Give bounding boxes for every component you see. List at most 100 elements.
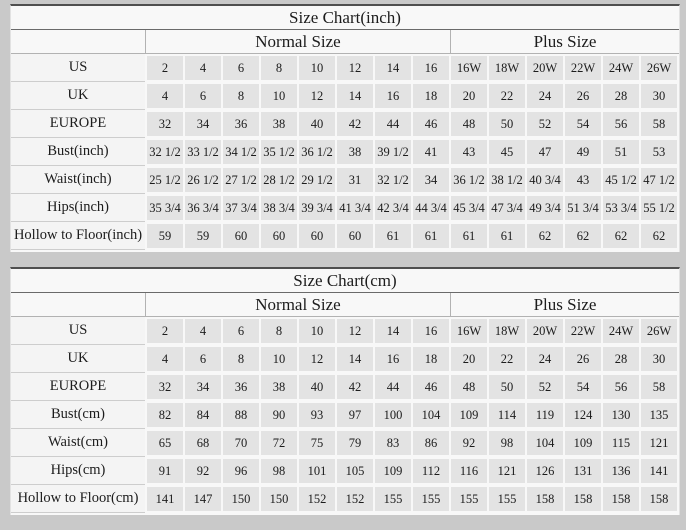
row-cells: 35 3/4 36 3/4 37 3/4 38 3/4 39 3/4 41 3/4 42 3… — [145, 194, 679, 222]
size-cell: 25 1/2 — [147, 168, 183, 192]
table-row: US 2 4 6 8 10 12 14 16 16W 18W 20W 22W 24W 26W — [11, 317, 679, 345]
size-cell: 92 — [185, 459, 221, 483]
row-cells: 65 68 70 72 75 79 83 86 92 98 104 109 115 121 — [145, 429, 679, 457]
size-cell: 41 3/4 — [337, 196, 373, 220]
size-cell: 31 — [337, 168, 373, 192]
size-cell: 100 — [375, 403, 411, 427]
size-cell: 135 — [641, 403, 677, 427]
table-row: UK 4 6 8 10 12 14 16 18 20 22 24 26 28 30 — [11, 82, 679, 110]
table-row: EUROPE 32 34 36 38 40 42 44 46 48 50 52 54 56 58 — [11, 110, 679, 138]
size-cell: 12 — [337, 319, 373, 343]
size-cell: 26W — [641, 319, 677, 343]
size-cell: 52 — [527, 112, 563, 136]
column-group-normal-size: Normal Size — [145, 293, 450, 316]
size-cell: 20 — [451, 347, 487, 371]
table-row: EUROPE 32 34 36 38 40 42 44 46 48 50 52 54 56 58 — [11, 373, 679, 401]
row-cells: 59 59 60 60 60 60 61 61 61 61 62 62 62 62 — [145, 222, 679, 250]
size-cell: 61 — [489, 224, 525, 248]
size-cell: 105 — [337, 459, 373, 483]
size-cell: 131 — [565, 459, 601, 483]
size-cell: 121 — [489, 459, 525, 483]
size-cell: 16 — [375, 347, 411, 371]
row-label: EUROPE — [11, 373, 145, 401]
size-cell: 6 — [185, 347, 221, 371]
size-cell: 45 — [489, 140, 525, 164]
size-cell: 98 — [261, 459, 297, 483]
size-cell: 47 — [527, 140, 563, 164]
size-cell: 41 — [413, 140, 449, 164]
row-label: US — [11, 317, 145, 345]
size-cell: 62 — [603, 224, 639, 248]
size-cell: 34 — [413, 168, 449, 192]
size-cell: 82 — [147, 403, 183, 427]
size-cell: 10 — [261, 84, 297, 108]
table-title-inch: Size Chart(inch) — [11, 6, 679, 30]
size-cell: 96 — [223, 459, 259, 483]
row-label: Waist(inch) — [11, 166, 145, 194]
size-cell: 104 — [413, 403, 449, 427]
size-cell: 56 — [603, 375, 639, 399]
size-cell: 158 — [603, 487, 639, 511]
size-cell: 101 — [299, 459, 335, 483]
table-body: US 2 4 6 8 10 12 14 16 16W 18W 20W 22W 24W 26W UK 4 6 8 10 1… — [11, 54, 679, 250]
size-cell: 38 3/4 — [261, 196, 297, 220]
size-cell: 126 — [527, 459, 563, 483]
size-cell: 61 — [375, 224, 411, 248]
size-cell: 30 — [641, 84, 677, 108]
size-cell: 79 — [337, 431, 373, 455]
size-cell: 16 — [375, 84, 411, 108]
size-cell: 88 — [223, 403, 259, 427]
size-cell: 29 1/2 — [299, 168, 335, 192]
size-cell: 22 — [489, 84, 525, 108]
size-cell: 54 — [565, 375, 601, 399]
row-cells: 2 4 6 8 10 12 14 16 16W 18W 20W 22W 24W 26W — [145, 317, 679, 345]
size-cell: 36 1/2 — [299, 140, 335, 164]
size-cell: 24 — [527, 84, 563, 108]
size-cell: 56 — [603, 112, 639, 136]
row-label: Hollow to Floor(cm) — [11, 485, 145, 513]
size-cell: 44 3/4 — [413, 196, 449, 220]
size-cell: 47 3/4 — [489, 196, 525, 220]
size-cell: 40 — [299, 112, 335, 136]
corner-cell — [11, 293, 145, 316]
size-cell: 84 — [185, 403, 221, 427]
size-cell: 147 — [185, 487, 221, 511]
table-row: Hollow to Floor(inch) 59 59 60 60 60 60 61 61 61 6… — [11, 222, 679, 250]
size-cell: 58 — [641, 375, 677, 399]
table-row: Bust(cm) 82 84 88 90 93 97 100 104 109 114 119 124 13… — [11, 401, 679, 429]
size-cell: 36 3/4 — [185, 196, 221, 220]
size-cell: 18 — [413, 347, 449, 371]
size-cell: 8 — [223, 347, 259, 371]
size-cell: 46 — [413, 375, 449, 399]
size-cell: 16W — [451, 319, 487, 343]
size-cell: 22 — [489, 347, 525, 371]
row-cells: 2 4 6 8 10 12 14 16 16W 18W 20W 22W 24W 26W — [145, 54, 679, 82]
row-label: Waist(cm) — [11, 429, 145, 457]
size-cell: 158 — [565, 487, 601, 511]
size-cell: 16W — [451, 56, 487, 80]
column-group-header-row: Normal Size Plus Size — [11, 293, 679, 317]
size-cell: 6 — [223, 56, 259, 80]
size-cell: 90 — [261, 403, 297, 427]
size-cell: 155 — [413, 487, 449, 511]
size-cell: 33 1/2 — [185, 140, 221, 164]
size-cell: 24 — [527, 347, 563, 371]
table-row: Hips(inch) 35 3/4 36 3/4 37 3/4 38 3/4 39 3/4… — [11, 194, 679, 222]
row-cells: 82 84 88 90 93 97 100 104 109 114 119 124 130 135 — [145, 401, 679, 429]
size-cell: 39 3/4 — [299, 196, 335, 220]
size-cell: 8 — [261, 319, 297, 343]
size-cell: 141 — [147, 487, 183, 511]
size-cell: 68 — [185, 431, 221, 455]
table-row: UK 4 6 8 10 12 14 16 18 20 22 24 26 28 30 — [11, 345, 679, 373]
size-cell: 130 — [603, 403, 639, 427]
table-title-cm: Size Chart(cm) — [11, 269, 679, 293]
size-cell: 60 — [299, 224, 335, 248]
size-cell: 93 — [299, 403, 335, 427]
corner-cell — [11, 30, 145, 53]
column-group-plus-size: Plus Size — [450, 30, 679, 53]
size-cell: 109 — [375, 459, 411, 483]
size-cell: 14 — [337, 347, 373, 371]
size-cell: 6 — [223, 319, 259, 343]
row-label: US — [11, 54, 145, 82]
size-cell: 124 — [565, 403, 601, 427]
